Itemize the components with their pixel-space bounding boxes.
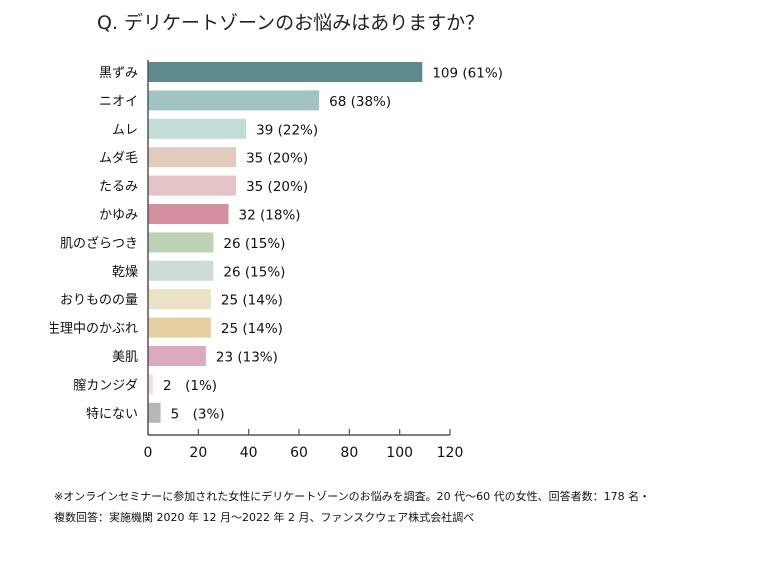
data-label: 68 (38%): [329, 94, 391, 110]
note-line-1: ※オンラインセミナーに参加された女性にデリケートゾーンのお悩みを調査。20 代〜…: [54, 490, 651, 503]
survey-note: ※オンラインセミナーに参加された女性にデリケートゾーンのお悩みを調査。20 代〜…: [54, 486, 650, 528]
data-label: 35 (20%): [246, 179, 308, 195]
x-tick-label: 60: [290, 445, 308, 461]
bar-chart: 黒ずみ 109 (61%) ニオイ 68 (38%) ムレ 39 (22%) ムダ毛 35 (…: [47, 60, 503, 461]
data-label: 39 (22%): [256, 122, 318, 138]
chart-title: Q. デリケートゾーンのお悩みはありますか？: [97, 12, 485, 34]
x-tick-label: 40: [240, 445, 258, 461]
bar-1: [148, 90, 320, 111]
category-label: 黒ずみ: [99, 66, 138, 81]
data-label: 26 (15%): [223, 264, 285, 280]
bar-0: [148, 62, 423, 82]
bar-4: [148, 175, 237, 196]
category-label: かゆみ: [99, 208, 138, 223]
data-label: 5 (3%): [171, 406, 225, 422]
category-label: ムレ: [112, 123, 138, 138]
data-label: 23 (13%): [216, 350, 278, 366]
category-label: 乾燥: [112, 265, 138, 280]
data-label: 2 (1%): [163, 378, 217, 394]
bar-6: [148, 232, 214, 253]
bar-11: [148, 374, 154, 395]
x-tick-label: 0: [144, 445, 153, 461]
bar-3: [148, 147, 237, 168]
category-label: 肌のざらつき: [60, 235, 138, 251]
bar-8: [148, 289, 211, 310]
bar-9: [148, 317, 211, 338]
bar-10: [148, 346, 206, 366]
x-tick-label: 100: [386, 445, 413, 461]
category-label: 美肌: [112, 350, 138, 365]
note-line-2: 複数回答：実施機関 2020 年 12 月〜2022 年 2 月、ファンスクウェ…: [54, 511, 475, 524]
category-label: たるみ: [99, 180, 138, 195]
data-label: 25 (14%): [221, 321, 283, 337]
category-label: 膣カンジダ: [73, 377, 138, 393]
x-tick-label: 80: [340, 445, 358, 461]
bar-12: [148, 402, 161, 423]
x-tick-label: 20: [189, 445, 207, 461]
bar-7: [148, 260, 214, 281]
data-label: 32 (18%): [239, 208, 301, 224]
data-label: 25 (14%): [221, 293, 283, 309]
bar-5: [148, 204, 229, 224]
x-tick-label: 120: [437, 445, 464, 461]
data-label: 35 (20%): [246, 151, 308, 167]
category-label: ムダ毛: [99, 151, 138, 166]
category-label: 特にない: [86, 407, 138, 422]
data-label: 109 (61%): [432, 66, 503, 82]
data-label: 26 (15%): [223, 236, 285, 252]
category-label: 生理中のかぶれ: [47, 322, 138, 337]
category-label: ニオイ: [99, 94, 138, 109]
bar-2: [148, 118, 247, 139]
category-label: おりものの量: [60, 293, 138, 308]
